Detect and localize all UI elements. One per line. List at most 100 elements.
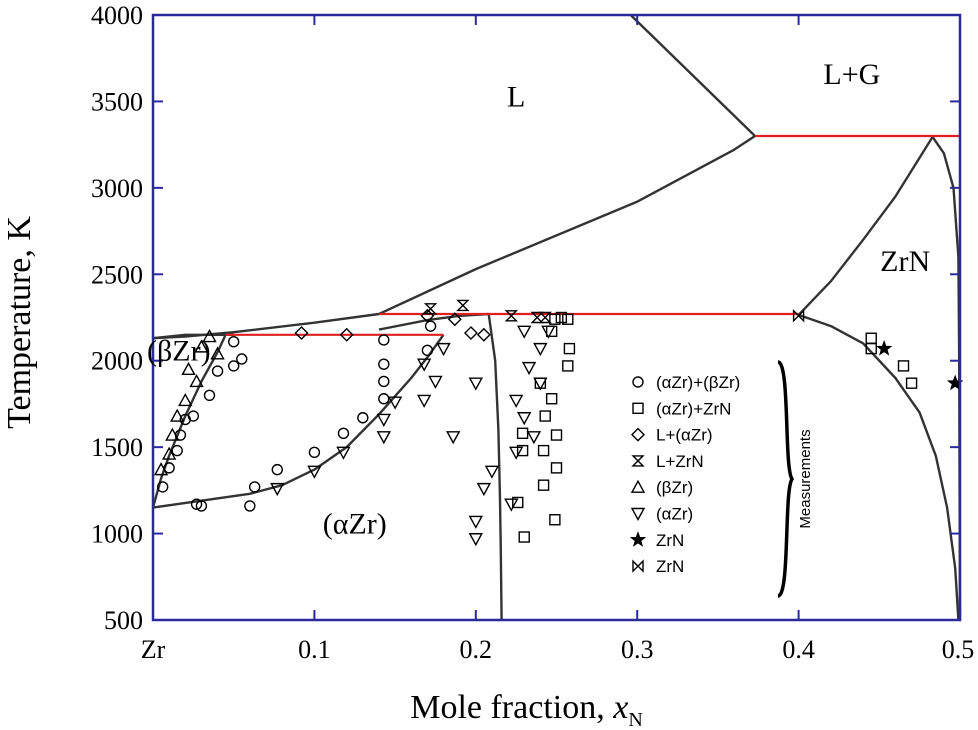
y-tick-label: 3000 xyxy=(91,174,143,203)
data-point-circle-10 xyxy=(227,336,240,348)
phase-line-alpha-zr-solvus xyxy=(487,313,503,621)
data-point-diamond-3 xyxy=(447,312,462,327)
data-point-triangle-down-13 xyxy=(484,465,500,479)
legend-group-label: Measurements xyxy=(797,429,814,528)
data-point-diamond-1 xyxy=(339,327,354,342)
data-point-triangle-down-17 xyxy=(508,446,524,460)
data-point-triangle-up-9 xyxy=(210,346,225,360)
x-axis-title-text: Mole fraction, xyxy=(410,689,613,726)
data-point-circle-21 xyxy=(378,334,390,346)
x-axis-title-var: x xyxy=(612,689,628,726)
legend-brace xyxy=(776,360,795,598)
x-tick-label: 0.3 xyxy=(621,635,654,664)
plot-frame xyxy=(151,13,962,622)
x-tick-label: 0.4 xyxy=(782,635,815,664)
data-point-triangle-down-6 xyxy=(416,358,432,372)
legend-marker-hourglass xyxy=(631,455,645,467)
y-tick-label: 2500 xyxy=(91,260,143,289)
data-point-square-3 xyxy=(518,531,530,543)
data-point-circle-18 xyxy=(378,393,390,405)
data-point-triangle-down-14 xyxy=(468,515,483,529)
legend-label-diamond: L+(αZr) xyxy=(656,426,713,445)
region-label-zr: (αZr) xyxy=(323,508,387,541)
y-tick-label: 3500 xyxy=(91,87,143,116)
data-point-triangle-down-11 xyxy=(468,377,483,391)
data-point-diamond-5 xyxy=(476,327,491,342)
x-axis-title: Mole fraction, xN xyxy=(410,689,643,730)
phase-line-beta-zr-liquidus xyxy=(152,333,234,340)
data-point-triangle-down-8 xyxy=(416,394,432,408)
data-point-square-6 xyxy=(537,444,550,457)
x-axis-title-sub: N xyxy=(628,709,642,730)
region-label-zr: (βZr) xyxy=(147,335,211,368)
data-point-triangle-down-7 xyxy=(428,375,443,389)
data-point-circle-13 xyxy=(244,500,256,512)
y-axis-title: Temperature, K xyxy=(1,216,38,429)
legend-label-hourglass: L+ZrN xyxy=(656,452,704,471)
data-point-triangle-down-9 xyxy=(436,342,451,357)
x-tick-label: 0.2 xyxy=(460,635,493,664)
phase-line-gas-boundary xyxy=(629,14,756,137)
data-point-triangle-down-3 xyxy=(376,431,391,445)
legend-marker-triangle-up xyxy=(630,479,646,493)
y-tick-label: 4000 xyxy=(91,1,143,30)
data-point-triangle-down-5 xyxy=(387,396,403,410)
data-point-triangle-up-0 xyxy=(153,462,169,476)
data-point-triangle-down-15 xyxy=(468,533,483,547)
data-point-circle-2 xyxy=(171,444,183,457)
legend-marker-star xyxy=(629,531,647,547)
data-point-circle-22 xyxy=(421,344,434,357)
data-point-triangle-down-16 xyxy=(504,498,519,512)
y-tick-label: 500 xyxy=(104,606,143,635)
data-point-star-0 xyxy=(875,339,893,356)
region-labels: L L+G ZrN (βZr) (αZr) xyxy=(147,58,930,540)
legend-marker-triangle-down xyxy=(630,507,646,521)
data-point-hourglass-4 xyxy=(538,311,552,324)
data-point-square-7 xyxy=(539,410,551,422)
axis-ticks xyxy=(152,14,961,621)
data-point-circle-16 xyxy=(337,427,350,440)
data-point-square-17 xyxy=(555,311,568,324)
phase-lines xyxy=(151,14,962,621)
legend-marker-diamond xyxy=(631,427,645,442)
data-markers xyxy=(153,299,964,547)
phase-line-beta-alpha-upper xyxy=(152,334,445,509)
data-point-square-16 xyxy=(562,360,574,372)
data-point-hourglass-1 xyxy=(456,299,470,312)
data-point-hourglass-2 xyxy=(504,310,518,322)
data-point-square-19 xyxy=(865,342,877,355)
data-point-triangle-up-5 xyxy=(181,361,196,376)
data-point-triangle-down-19 xyxy=(517,412,532,426)
region-label-zrn: ZrN xyxy=(880,245,930,278)
data-point-circle-23 xyxy=(424,320,437,332)
series-bowtie xyxy=(792,309,805,323)
data-point-hourglass-3 xyxy=(530,311,544,324)
data-point-square-0 xyxy=(512,496,524,509)
data-point-square-11 xyxy=(550,462,563,474)
data-point-circle-14 xyxy=(271,463,283,476)
data-point-square-13 xyxy=(549,313,561,325)
y-tick-label: 1000 xyxy=(91,520,143,549)
data-point-bowtie-0 xyxy=(792,309,805,323)
data-point-square-1 xyxy=(516,444,529,457)
phase-line-liquidus-upper xyxy=(378,134,756,316)
data-point-triangle-up-2 xyxy=(165,427,180,441)
data-point-circle-0 xyxy=(156,481,169,493)
x-tick-label: Zr xyxy=(141,635,166,664)
phase-line-beta-alpha-lower xyxy=(151,334,227,508)
legend-marker-bowtie xyxy=(632,559,644,573)
series-circle xyxy=(156,320,437,512)
series-star xyxy=(875,339,964,391)
legend-label-bowtie: ZrN xyxy=(656,557,684,576)
data-point-square-14 xyxy=(562,313,574,325)
data-point-diamond-4 xyxy=(463,326,478,341)
tick-labels: Zr 0.1 0.2 0.3 0.4 0.5 500 1000 1500 2000 2500 3000… xyxy=(91,1,974,664)
data-point-circle-20 xyxy=(378,358,390,370)
data-point-triangle-down-20 xyxy=(521,361,537,376)
data-point-circle-7 xyxy=(203,389,216,401)
data-point-triangle-up-3 xyxy=(170,408,185,422)
data-point-triangle-down-24 xyxy=(533,377,548,391)
data-point-hourglass-0 xyxy=(423,303,438,315)
data-point-triangle-down-12 xyxy=(476,482,492,497)
